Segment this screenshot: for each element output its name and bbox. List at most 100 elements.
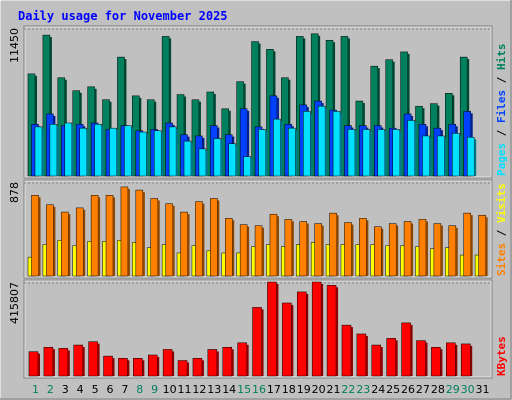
sites-bar-9 <box>150 198 160 277</box>
x-tick-label-16: 16 <box>252 383 266 396</box>
pages-bar-22 <box>347 129 357 177</box>
sites-bar-24 <box>374 226 384 277</box>
bottom-ytick-label: 415807 <box>8 282 21 324</box>
panel-hits-files-pages: 11450 Pages / Files / Hits <box>8 25 508 179</box>
bars-kbytes <box>28 281 473 377</box>
x-tick-label-13: 13 <box>207 383 221 396</box>
kbytes-bar-26 <box>401 322 413 377</box>
x-tick-label-29: 29 <box>446 383 460 396</box>
sites-bar-11 <box>180 211 190 277</box>
x-tick-label-24: 24 <box>371 383 385 396</box>
x-tick-label-25: 25 <box>386 383 400 396</box>
kbytes-bar-25 <box>386 338 398 377</box>
kbytes-bar-3 <box>58 348 70 377</box>
side-label-part-4: Hits <box>495 44 508 71</box>
pages-bar-2 <box>49 124 59 177</box>
kbytes-bar-28 <box>431 346 443 377</box>
x-tick-label-15: 15 <box>237 383 251 396</box>
panel-sites-visits: 878 Sites / Visits <box>8 179 508 279</box>
x-tick-label-28: 28 <box>431 383 445 396</box>
kbytes-bar-24 <box>371 344 383 377</box>
sites-bar-17 <box>269 213 279 277</box>
kbytes-bar-15 <box>237 342 249 377</box>
sites-bar-19 <box>299 221 309 277</box>
kbytes-bar-19 <box>297 291 309 377</box>
kbytes-bar-30 <box>460 343 473 377</box>
pages-bar-9 <box>153 130 164 177</box>
x-tick-label-31: 31 <box>476 383 490 396</box>
x-tick-label-9: 9 <box>151 383 158 396</box>
panel-kbytes: 415807 KBytes <box>8 279 508 379</box>
kbytes-bar-21 <box>326 285 339 377</box>
top-ytick-label: 11450 <box>8 28 21 63</box>
x-tick-label-4: 4 <box>77 383 84 396</box>
pages-bar-20 <box>317 105 328 177</box>
x-tick-label-12: 12 <box>192 383 206 396</box>
pages-bar-3 <box>64 122 74 177</box>
x-tick-label-14: 14 <box>222 383 236 396</box>
x-tick-label-20: 20 <box>312 383 326 396</box>
x-tick-label-19: 19 <box>297 383 311 396</box>
x-tick-label-21: 21 <box>327 383 341 396</box>
sites-bar-18 <box>284 219 294 277</box>
pages-bar-4 <box>79 127 89 177</box>
sites-bar-12 <box>195 201 205 277</box>
side-label-part-0: Sites <box>495 243 508 276</box>
kbytes-bar-16 <box>252 307 264 377</box>
x-tick-label-26: 26 <box>401 383 415 396</box>
top-side-legend: Pages / Files / Hits <box>495 44 508 177</box>
sites-bar-21 <box>329 212 339 277</box>
x-axis-day-labels: 1 2 3 4 5 6 7 8 9 10 11 12 13 14 15 16 17 18 19 20 21 22 23 24 2… <box>32 383 490 396</box>
pages-bar-7 <box>124 125 134 177</box>
sites-bar-14 <box>224 218 235 277</box>
kbytes-bar-10 <box>162 349 175 377</box>
sites-bar-7 <box>120 186 130 277</box>
x-tick-label-8: 8 <box>136 383 143 396</box>
sites-bar-28 <box>433 223 443 277</box>
sites-bar-30 <box>463 212 473 277</box>
pages-bar-12 <box>198 148 208 177</box>
x-tick-label-3: 3 <box>62 383 69 396</box>
side-label-part-2: Visits <box>495 183 508 223</box>
side-label-part-3: / <box>495 70 508 90</box>
kbytes-bar-20 <box>311 281 324 377</box>
x-tick-label-2: 2 <box>47 383 54 396</box>
kbytes-bar-14 <box>222 346 234 377</box>
sites-bar-8 <box>135 189 145 277</box>
pages-bar-8 <box>139 131 149 177</box>
sites-bar-25 <box>388 223 399 277</box>
kbytes-bar-2 <box>43 346 55 377</box>
side-bot-text: KBytes <box>495 336 508 376</box>
kbytes-bar-9 <box>147 354 160 377</box>
pages-bar-24 <box>377 129 387 177</box>
sites-bar-5 <box>90 195 101 277</box>
sites-bar-16 <box>254 225 265 277</box>
sites-bar-22 <box>344 222 354 277</box>
side-label-part-2: Files <box>495 90 508 123</box>
pages-bar-19 <box>303 111 313 177</box>
sites-bar-3 <box>61 211 71 277</box>
side-label-part-1: / <box>495 223 508 243</box>
bars-hits-files-pages <box>27 33 477 177</box>
pages-bar-13 <box>213 138 223 177</box>
pages-bar-15 <box>243 156 253 177</box>
kbytes-bar-27 <box>416 340 428 377</box>
pages-bar-26 <box>407 120 417 177</box>
x-tick-label-1: 1 <box>32 383 39 396</box>
gridlines <box>24 28 492 284</box>
kbytes-bar-18 <box>282 302 294 377</box>
sites-bar-23 <box>359 218 369 277</box>
chart-title: Daily usage for November 2025 <box>18 9 228 23</box>
pages-bar-28 <box>437 135 447 177</box>
kbytes-bar-13 <box>207 349 219 377</box>
pages-bar-27 <box>422 135 432 177</box>
pages-bar-29 <box>452 133 462 177</box>
middle-ytick-label: 878 <box>8 182 21 203</box>
kbytes-bar-8 <box>133 358 145 377</box>
x-tick-label-5: 5 <box>92 383 99 396</box>
x-tick-label-11: 11 <box>177 383 191 396</box>
kbytes-bar-22 <box>341 324 353 377</box>
pages-bar-23 <box>362 129 372 177</box>
pages-bar-1 <box>34 126 44 177</box>
pages-bar-21 <box>332 111 343 177</box>
